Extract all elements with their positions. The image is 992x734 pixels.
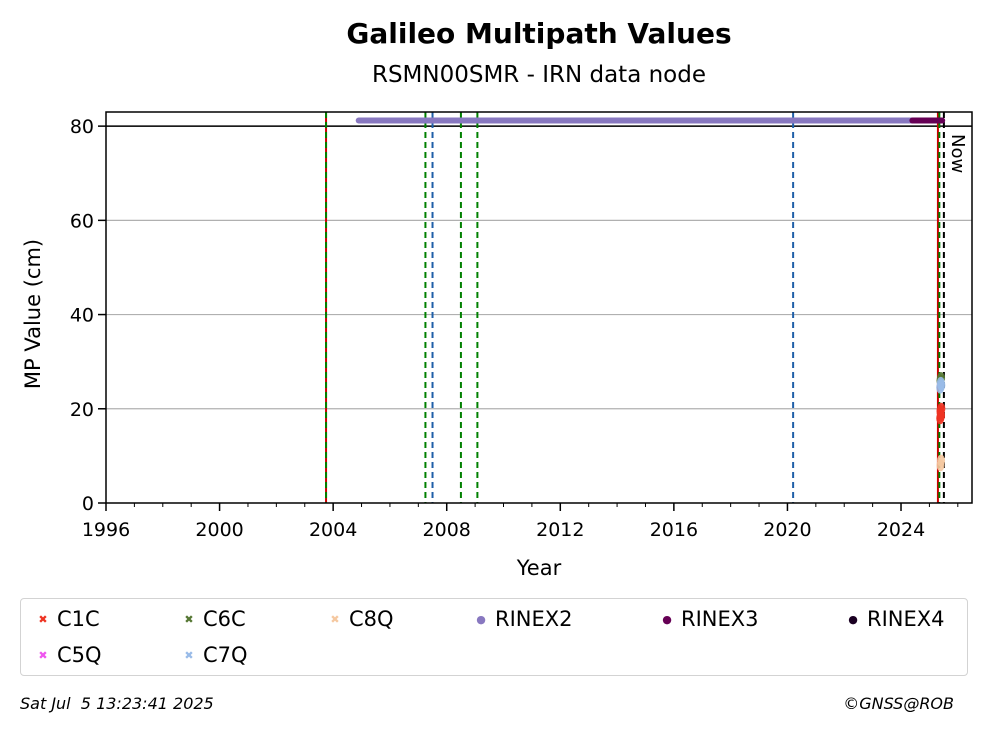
cross-marker-icon: ✖ bbox=[184, 649, 194, 662]
grid bbox=[106, 125, 972, 410]
legend-label: RINEX2 bbox=[495, 607, 573, 631]
data-point bbox=[937, 379, 946, 392]
y-axis-label: MP Value (cm) bbox=[21, 239, 45, 389]
footer-credit: ©GNSS@ROB bbox=[843, 694, 954, 713]
x-axis-label: Year bbox=[516, 556, 562, 580]
legend-label: RINEX3 bbox=[681, 607, 759, 631]
data-points bbox=[936, 372, 946, 472]
legend-label: C5Q bbox=[57, 643, 102, 667]
legend-label: C6C bbox=[203, 607, 246, 631]
y-tick-label: 0 bbox=[82, 493, 94, 515]
y-tick-label: 80 bbox=[70, 116, 94, 138]
x-tick-label: 2008 bbox=[423, 519, 471, 541]
legend-item-c1c: ✖ C1C bbox=[37, 607, 100, 632]
legend-label: RINEX4 bbox=[867, 607, 945, 631]
footer-timestamp: Sat Jul 5 13:23:41 2025 bbox=[20, 694, 214, 713]
event-lines bbox=[325, 112, 945, 503]
dot-marker-icon: ● bbox=[476, 613, 486, 626]
x-tick-label: 2000 bbox=[195, 519, 243, 541]
legend-item-rinex4: ● RINEX4 bbox=[847, 607, 945, 632]
legend-item-c6c: ✖ C6C bbox=[183, 607, 246, 632]
chart-subtitle: RSMN00SMR - IRN data node bbox=[372, 62, 706, 88]
x-tick-label: 1996 bbox=[82, 519, 130, 541]
x-tick-label: 2016 bbox=[650, 519, 698, 541]
cross-marker-icon: ✖ bbox=[38, 613, 48, 626]
cross-marker-icon: ✖ bbox=[184, 613, 194, 626]
now-label: Now bbox=[947, 134, 968, 173]
chart-title: Galileo Multipath Values bbox=[346, 17, 731, 50]
x-tick-label: 2020 bbox=[763, 519, 811, 541]
data-point bbox=[937, 409, 946, 422]
cross-marker-icon: ✖ bbox=[38, 649, 48, 662]
legend-item-rinex2: ● RINEX2 bbox=[475, 607, 573, 632]
x-tick-label: 2024 bbox=[877, 519, 925, 541]
plot-frame bbox=[105, 111, 973, 504]
legend-item-c7q: ✖ C7Q bbox=[183, 643, 248, 668]
dot-marker-icon: ● bbox=[662, 613, 672, 626]
x-tick-label: 2012 bbox=[536, 519, 584, 541]
x-tick-label: 2004 bbox=[309, 519, 357, 541]
data-point bbox=[937, 454, 946, 467]
legend-label: C1C bbox=[57, 607, 100, 631]
legend-label: C8Q bbox=[349, 607, 394, 631]
legend-item-c5q: ✖ C5Q bbox=[37, 643, 102, 668]
axis-ticks: 1996 2000 2004 2008 2012 2016 2020 2024 0 20 40 60 8… bbox=[70, 116, 959, 541]
y-tick-label: 20 bbox=[70, 399, 94, 421]
legend-item-c8q: ✖ C8Q bbox=[329, 607, 394, 632]
y-tick-label: 40 bbox=[70, 305, 94, 327]
legend-label: C7Q bbox=[203, 643, 248, 667]
legend-item-rinex3: ● RINEX3 bbox=[661, 607, 759, 632]
chart: Galileo Multipath Values RSMN00SMR - IRN… bbox=[21, 17, 973, 580]
dot-marker-icon: ● bbox=[848, 613, 858, 626]
cross-marker-icon: ✖ bbox=[330, 613, 340, 626]
legend: ✖ C1C ✖ C6C ✖ C8Q ● RINEX2 ● RINEX3 ● RINEX4 ✖… bbox=[20, 598, 968, 676]
y-tick-label: 60 bbox=[70, 210, 94, 232]
